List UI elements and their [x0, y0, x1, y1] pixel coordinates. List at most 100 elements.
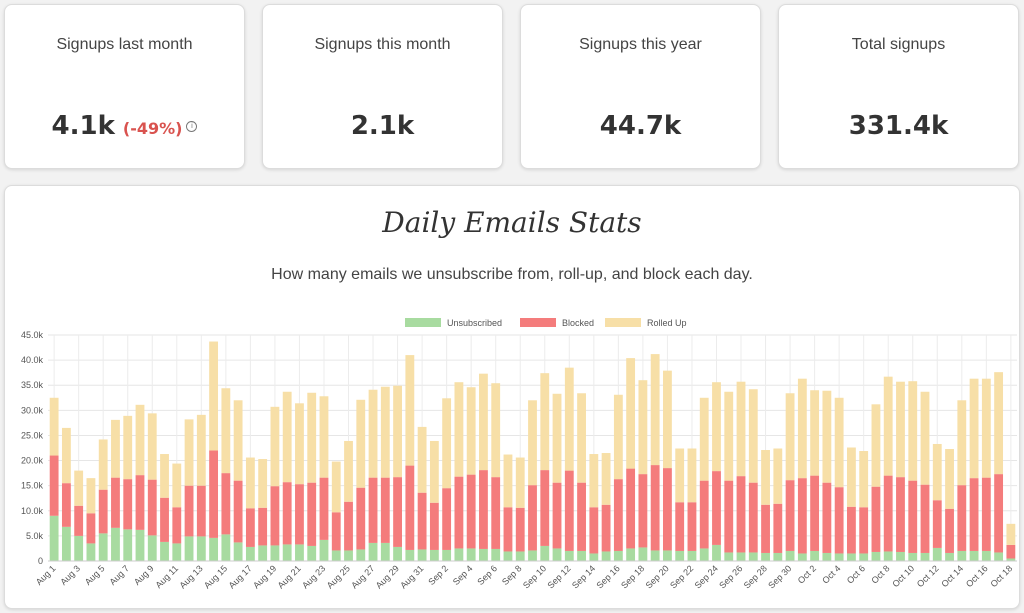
bar-unsubscribed [282, 544, 292, 561]
bar-unsubscribed [981, 550, 991, 561]
x-tick-label: Aug 31 [398, 563, 425, 590]
bar-unsubscribed [233, 542, 243, 561]
bar-rolled-up [307, 392, 317, 483]
bar-blocked [626, 468, 636, 549]
bar-unsubscribed [552, 548, 562, 561]
bar-blocked [111, 477, 120, 528]
stat-label: Signups this year [579, 36, 702, 53]
bar-unsubscribed [638, 547, 648, 561]
bar-unsubscribed [147, 535, 157, 561]
bar-blocked [859, 507, 869, 554]
bar-blocked [172, 507, 182, 544]
bar-rolled-up [74, 470, 84, 506]
x-tick-label: Oct 2 [796, 563, 818, 585]
info-icon[interactable]: i [186, 121, 198, 132]
bar-unsubscribed [98, 533, 108, 561]
bar-unsubscribed [209, 537, 219, 561]
bar-unsubscribed [86, 543, 96, 561]
bar-rolled-up [859, 451, 869, 508]
bar-rolled-up [135, 404, 145, 476]
bar-rolled-up [111, 419, 120, 478]
stat-card-last-month: Signups last month 4.1k (-49%) i [4, 4, 245, 169]
bar-unsubscribed [932, 547, 942, 561]
bar-blocked [86, 513, 96, 544]
bar-rolled-up [945, 449, 954, 509]
x-tick-label: Aug 15 [202, 563, 229, 590]
bar-blocked [123, 479, 133, 530]
bar-rolled-up [245, 457, 255, 509]
bar-blocked [994, 474, 1004, 553]
bar-rolled-up [896, 381, 905, 478]
bar-blocked [196, 485, 206, 537]
bar-rolled-up [393, 385, 402, 478]
bar-unsubscribed [258, 545, 268, 561]
x-tick-label: Aug 13 [177, 563, 204, 590]
x-tick-label: Aug 23 [300, 563, 327, 590]
bar-unsubscribed [896, 551, 905, 561]
bar-unsubscribed [295, 544, 304, 561]
bar-blocked [528, 485, 537, 551]
bar-rolled-up [626, 358, 636, 469]
bar-blocked [233, 480, 243, 543]
bar-blocked [295, 484, 304, 545]
bar-unsubscribed [736, 552, 746, 561]
stat-label: Signups this month [314, 36, 451, 53]
bar-rolled-up [699, 397, 709, 481]
bar-blocked [613, 479, 623, 551]
bar-rolled-up [577, 393, 586, 483]
bar-rolled-up [761, 450, 770, 505]
bar-unsubscribed [368, 542, 378, 561]
bar-unsubscribed [785, 550, 795, 561]
bar-blocked [74, 505, 84, 536]
x-tick-label: Oct 8 [869, 563, 891, 585]
x-tick-label: Oct 4 [820, 563, 842, 585]
bar-rolled-up [196, 414, 206, 486]
bar-unsubscribed [528, 550, 537, 561]
bar-unsubscribed [429, 549, 439, 561]
bar-blocked [957, 485, 967, 551]
bar-blocked [834, 487, 844, 554]
x-tick-label: Sep 10 [521, 563, 548, 590]
bar-unsubscribed [601, 551, 611, 561]
bar-rolled-up [86, 478, 96, 514]
y-tick-label: 0 [38, 556, 43, 566]
stat-card-this-month: Signups this month 2.1k [262, 4, 503, 169]
bar-rolled-up [613, 394, 623, 480]
x-tick-label: Sep 20 [644, 563, 671, 590]
x-tick-label: Sep 24 [693, 563, 720, 590]
x-tick-label: Sep 4 [451, 563, 475, 587]
legend-label: Unsubscribed [447, 318, 502, 328]
bar-rolled-up [49, 397, 59, 456]
x-tick-label: Aug 1 [34, 563, 58, 587]
bar-blocked [245, 508, 255, 547]
bar-unsubscribed [221, 534, 231, 561]
bar-blocked [663, 468, 672, 551]
bar-blocked [282, 482, 292, 545]
bar-blocked [712, 471, 721, 545]
bar-rolled-up [454, 382, 464, 477]
bar-rolled-up [785, 393, 795, 481]
bar-blocked [515, 507, 525, 552]
x-tick-label: Sep 6 [475, 563, 499, 587]
bar-unsubscribed [564, 550, 574, 561]
bar-blocked [491, 477, 501, 549]
bar-blocked [908, 480, 918, 553]
x-tick-label: Aug 25 [325, 563, 352, 590]
bar-unsubscribed [1006, 558, 1016, 561]
bar-unsubscribed [405, 549, 415, 561]
bar-rolled-up [883, 376, 893, 476]
bar-rolled-up [969, 378, 979, 479]
x-tick-label: Aug 17 [227, 563, 254, 590]
bar-unsubscribed [945, 552, 954, 561]
y-tick-label: 5.0k [26, 531, 44, 541]
bar-rolled-up [380, 386, 390, 478]
bar-unsubscribed [111, 527, 120, 561]
stacked-bar-chart: 0 5.0k 10.0k 15.0k 20.0k 25.0k 30.0k 35.0k 40.0k… [21, 318, 1017, 591]
bar-blocked [736, 476, 746, 553]
bar-unsubscribed [160, 541, 169, 561]
bar-unsubscribed [846, 553, 856, 561]
bar-unsubscribed [135, 529, 145, 561]
bar-rolled-up [932, 443, 942, 501]
bar-rolled-up [98, 439, 108, 490]
bar-blocked [270, 486, 280, 546]
